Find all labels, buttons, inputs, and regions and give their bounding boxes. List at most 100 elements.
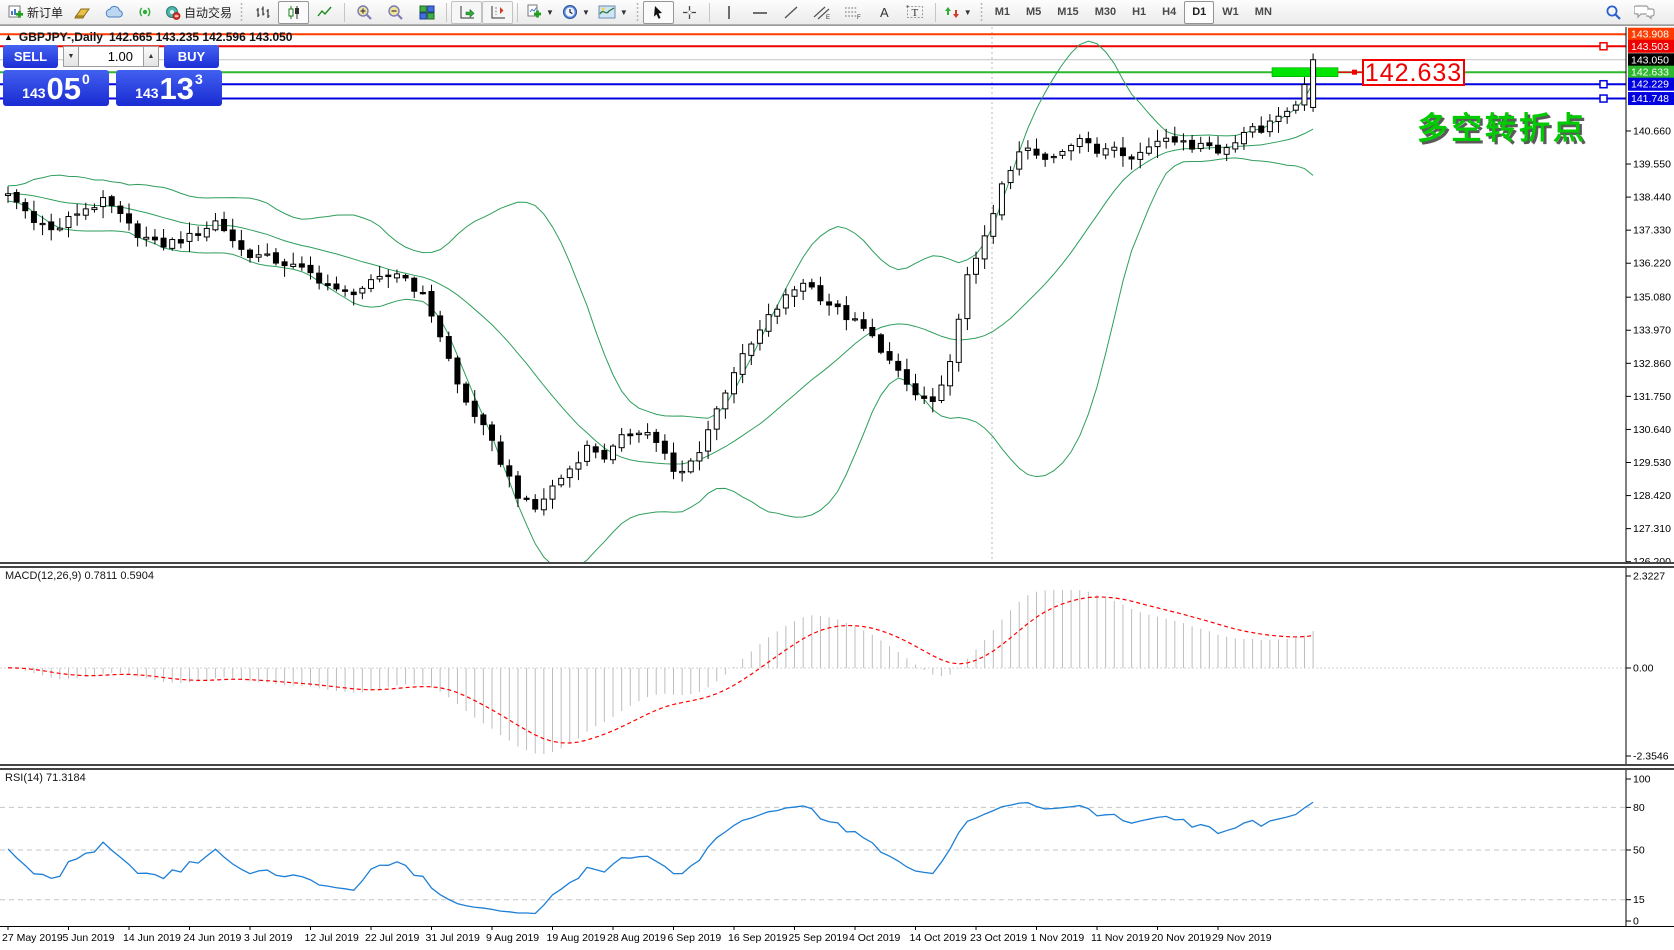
svg-text:126.200: 126.200 bbox=[1633, 556, 1671, 562]
fibonacci-button[interactable]: F bbox=[838, 1, 869, 24]
timeframe-H1[interactable]: H1 bbox=[1132, 6, 1147, 18]
vertical-line-button[interactable] bbox=[714, 1, 745, 24]
vertical-line-icon bbox=[728, 5, 730, 19]
line-chart-icon bbox=[316, 6, 332, 16]
svg-text:137.330: 137.330 bbox=[1633, 225, 1671, 237]
text-button[interactable]: A bbox=[869, 1, 900, 24]
dropdown-caret: ▼ bbox=[963, 7, 972, 17]
chart-shift-button[interactable] bbox=[482, 0, 514, 24]
search-button[interactable] bbox=[1598, 1, 1629, 24]
autotrade-icon bbox=[166, 5, 181, 20]
indicators-button[interactable]: ▼ bbox=[594, 1, 632, 24]
svg-text:50: 50 bbox=[1633, 845, 1645, 857]
time-axis[interactable]: 27 May 2019 5 Jun 2019 14 Jun 2019 24 Jun 2… bbox=[0, 926, 1674, 950]
timeframe-M30[interactable]: M30 bbox=[1094, 6, 1117, 18]
svg-text:4 Oct 2019: 4 Oct 2019 bbox=[849, 932, 901, 944]
zoom-in-button[interactable] bbox=[349, 1, 380, 24]
rsi-pane[interactable]: 100 80 50 15 0 bbox=[0, 770, 1674, 926]
volume-decrease-button[interactable]: ▼ bbox=[63, 45, 79, 67]
timeframe-M5[interactable]: M5 bbox=[1026, 6, 1042, 18]
svg-text:12 Jul 2019: 12 Jul 2019 bbox=[305, 932, 359, 944]
dropdown-caret: ▼ bbox=[619, 7, 628, 17]
trendline-button[interactable] bbox=[776, 1, 807, 24]
price-callout-label[interactable]: 142.633 bbox=[1362, 58, 1465, 86]
equidistant-channel-icon: E bbox=[813, 6, 830, 20]
new-order-button[interactable]: 新订单 bbox=[4, 1, 67, 24]
main-chart[interactable]: 140.660 139.550 138.440 137.330 136.220 135.0… bbox=[0, 27, 1674, 562]
autoscroll-button[interactable] bbox=[451, 0, 483, 24]
tile-windows-button[interactable] bbox=[411, 1, 442, 24]
toolbar-separator bbox=[517, 2, 519, 22]
svg-text:14 Jun 2019: 14 Jun 2019 bbox=[123, 932, 181, 944]
autotrade-button[interactable]: 自动交易 bbox=[160, 1, 236, 24]
toolbar-grip[interactable] bbox=[239, 3, 245, 21]
volume-increase-button[interactable]: ▲ bbox=[143, 45, 159, 67]
sell-button[interactable]: SELL bbox=[3, 44, 58, 68]
svg-text:129.530: 129.530 bbox=[1633, 457, 1671, 469]
volume-input[interactable] bbox=[79, 45, 143, 67]
toolbar-separator bbox=[446, 2, 448, 22]
timeframe-M15[interactable]: M15 bbox=[1057, 6, 1079, 18]
svg-text:28 Aug 2019: 28 Aug 2019 bbox=[607, 932, 666, 944]
buy-price-display[interactable]: 143 13 3 bbox=[116, 70, 222, 106]
symbol-period-label: GBPJPY-,Daily bbox=[18, 30, 103, 44]
timeframe-bar: M1 M5 M15 M30 H1 H4 D1 W1 MN bbox=[987, 0, 1280, 24]
timeframe-MN[interactable]: MN bbox=[1254, 6, 1272, 18]
sell-price-display[interactable]: 143 05 0 bbox=[3, 70, 109, 106]
svg-text:16 Sep 2019: 16 Sep 2019 bbox=[728, 932, 788, 944]
toolbar-grip[interactable] bbox=[634, 3, 640, 21]
svg-text:0.00: 0.00 bbox=[1633, 663, 1654, 675]
new-order-icon bbox=[8, 5, 23, 18]
new-chart-button[interactable]: ▼ bbox=[522, 1, 558, 24]
svg-text:143.503: 143.503 bbox=[1631, 41, 1669, 53]
svg-text:139.550: 139.550 bbox=[1633, 159, 1671, 171]
window-divider[interactable] bbox=[0, 764, 1674, 770]
cursor-button[interactable] bbox=[642, 0, 674, 24]
text-label-button[interactable]: T bbox=[900, 1, 931, 24]
svg-text:22 Jul 2019: 22 Jul 2019 bbox=[365, 932, 419, 944]
cloud-button[interactable] bbox=[98, 1, 129, 24]
svg-text:142.229: 142.229 bbox=[1631, 79, 1669, 91]
chart-title: ▲ GBPJPY-,Daily 142.665 143.235 142.596 … bbox=[4, 30, 292, 44]
svg-text:80: 80 bbox=[1633, 802, 1645, 814]
chart-shift-icon bbox=[491, 5, 505, 18]
svg-text:14 Oct 2019: 14 Oct 2019 bbox=[910, 932, 967, 944]
channel-button[interactable]: E bbox=[807, 1, 838, 24]
svg-text:E: E bbox=[826, 15, 830, 20]
crosshair-button[interactable] bbox=[674, 1, 705, 24]
svg-text:2.3227: 2.3227 bbox=[1633, 571, 1665, 583]
toolbar-grip[interactable] bbox=[978, 3, 984, 21]
zoom-out-button[interactable] bbox=[380, 1, 411, 24]
periods-button[interactable]: ▼ bbox=[558, 1, 594, 24]
timeframe-H4[interactable]: H4 bbox=[1162, 6, 1177, 18]
arrows-button[interactable]: ▼ bbox=[940, 1, 976, 24]
svg-text:3 Jul 2019: 3 Jul 2019 bbox=[244, 932, 293, 944]
dropdown-caret: ▼ bbox=[581, 7, 590, 17]
clock-icon bbox=[562, 5, 577, 19]
timeframe-W1[interactable]: W1 bbox=[1222, 6, 1239, 18]
svg-text:27 May 2019: 27 May 2019 bbox=[2, 932, 63, 944]
news-button[interactable] bbox=[129, 1, 160, 24]
text-tool-glyph: A bbox=[879, 4, 889, 20]
symbol-triangle-icon: ▲ bbox=[4, 32, 13, 42]
window-divider[interactable] bbox=[0, 562, 1674, 568]
horizontal-line-button[interactable] bbox=[745, 1, 776, 24]
buy-button[interactable]: BUY bbox=[164, 44, 219, 68]
chart-candles-button[interactable] bbox=[278, 0, 310, 24]
svg-text:141.748: 141.748 bbox=[1631, 93, 1669, 105]
autotrade-label: 自动交易 bbox=[184, 5, 233, 20]
svg-text:9 Aug 2019: 9 Aug 2019 bbox=[486, 932, 539, 944]
chat-button[interactable] bbox=[1629, 1, 1660, 24]
profiles-button[interactable] bbox=[67, 1, 98, 24]
new-chart-icon bbox=[527, 4, 542, 18]
svg-text:31 Jul 2019: 31 Jul 2019 bbox=[426, 932, 480, 944]
svg-text:136.220: 136.220 bbox=[1633, 258, 1671, 270]
svg-text:0: 0 bbox=[1633, 916, 1639, 927]
chart-bars-button[interactable] bbox=[247, 1, 278, 24]
toolbar-separator bbox=[934, 2, 936, 22]
timeframe-D1[interactable]: D1 bbox=[1184, 0, 1215, 24]
macd-pane[interactable]: 2.3227 0.00 -2.3546 bbox=[0, 568, 1674, 764]
one-click-trading-panel: SELL ▼ ▲ BUY 143 05 0 143 13 3 bbox=[3, 44, 222, 107]
chart-line-button[interactable] bbox=[309, 1, 340, 24]
timeframe-M1[interactable]: M1 bbox=[994, 6, 1010, 18]
